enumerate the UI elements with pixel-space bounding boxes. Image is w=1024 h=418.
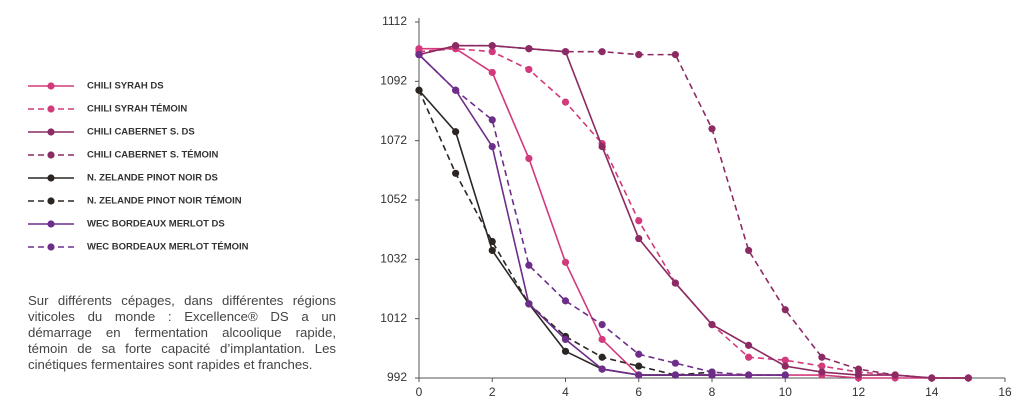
- data-point: [781, 306, 789, 314]
- data-point: [854, 371, 863, 379]
- series-line: [418, 89, 713, 376]
- data-point: [452, 128, 460, 136]
- data-point: [635, 362, 643, 370]
- y-tick-label: 1012: [380, 311, 407, 325]
- x-tick-label: 8: [709, 385, 716, 399]
- data-point: [525, 261, 533, 269]
- legend-label: WEC BORDEAUX MERLOT DS: [87, 219, 225, 230]
- data-point: [818, 353, 826, 361]
- data-point: [598, 321, 606, 329]
- legend-label: N. ZELANDE PINOT NOIR TÉMOIN: [87, 196, 242, 207]
- data-point: [452, 169, 460, 177]
- description: Sur différents cépages, dans différentes…: [28, 293, 336, 372]
- x-tick-label: 0: [416, 385, 423, 399]
- x-tick-label: 4: [562, 385, 569, 399]
- x-tick-label: 2: [489, 385, 496, 399]
- data-point: [708, 125, 716, 133]
- legend-marker: [47, 197, 55, 205]
- data-point: [745, 246, 753, 255]
- data-point: [561, 297, 570, 305]
- data-point: [488, 237, 496, 246]
- legend-label: WEC BORDEAUX MERLOT TÉMOIN: [87, 242, 249, 253]
- legend-label: CHILI SYRAH TÉMOIN: [87, 104, 187, 115]
- series-line: [418, 47, 969, 379]
- y-tick-label: 992: [387, 370, 407, 384]
- series-line: [419, 47, 969, 379]
- data-point: [598, 143, 606, 151]
- data-point: [525, 45, 533, 53]
- legend-label: CHILI CABERNET S. TÉMOIN: [87, 150, 219, 161]
- data-point: [561, 258, 570, 266]
- data-point: [488, 116, 496, 124]
- data-point: [745, 341, 753, 349]
- data-point: [671, 371, 679, 379]
- x-tick-label: 14: [925, 385, 939, 399]
- legend-label: CHILI SYRAH DS: [87, 81, 164, 92]
- data-point: [525, 300, 533, 308]
- data-point: [708, 321, 716, 329]
- data-point: [635, 234, 643, 243]
- data-point: [488, 48, 496, 56]
- data-point: [781, 362, 789, 370]
- data-point: [525, 65, 533, 74]
- data-point: [598, 365, 606, 373]
- data-point: [745, 353, 753, 361]
- y-tick-label: 1052: [380, 192, 407, 206]
- x-tick-label: 10: [779, 385, 793, 399]
- data-point: [415, 51, 423, 59]
- series-line: [418, 89, 712, 376]
- y-tick-label: 1072: [380, 133, 407, 147]
- data-point: [745, 371, 753, 379]
- data-point: [561, 48, 570, 56]
- data-point: [598, 335, 606, 344]
- data-point: [598, 48, 606, 56]
- data-point: [635, 51, 643, 59]
- legend-marker: [47, 220, 55, 228]
- data-point: [708, 368, 716, 376]
- data-point: [671, 51, 679, 59]
- legend-marker: [47, 243, 55, 251]
- y-tick-label: 1092: [380, 74, 407, 88]
- data-point: [488, 68, 496, 77]
- data-point: [635, 371, 643, 379]
- data-point: [964, 374, 972, 382]
- data-point: [525, 154, 533, 163]
- data-point: [488, 143, 496, 151]
- data-point: [671, 359, 679, 367]
- legend-marker: [47, 151, 55, 159]
- data-point: [818, 368, 826, 376]
- x-tick-label: 16: [998, 385, 1012, 399]
- data-point: [891, 371, 899, 379]
- data-point: [598, 353, 606, 361]
- x-tick-label: 6: [635, 385, 642, 399]
- data-point: [488, 42, 496, 50]
- data-point: [671, 279, 679, 287]
- data-point: [561, 347, 570, 355]
- data-point: [854, 365, 863, 373]
- x-tick-label: 12: [852, 385, 866, 399]
- data-point: [561, 98, 570, 106]
- data-point: [415, 86, 423, 94]
- series-line: [418, 44, 969, 379]
- data-point: [928, 374, 936, 382]
- legend-label: CHILI CABERNET S. DS: [87, 127, 195, 138]
- data-point: [488, 246, 496, 255]
- data-point: [452, 86, 460, 94]
- legend-marker: [47, 82, 55, 90]
- data-point: [452, 42, 460, 50]
- y-tick-label: 1112: [382, 14, 407, 28]
- data-point: [561, 335, 570, 344]
- data-point: [781, 356, 789, 364]
- data-point: [781, 371, 789, 379]
- legend-marker: [47, 105, 55, 113]
- legend-label: N. ZELANDE PINOT NOIR DS: [87, 173, 218, 184]
- y-tick-label: 1032: [380, 252, 407, 266]
- legend-marker: [47, 174, 55, 182]
- data-point: [635, 350, 643, 358]
- data-point: [635, 217, 643, 225]
- data-point: [818, 362, 826, 370]
- legend-marker: [47, 128, 55, 136]
